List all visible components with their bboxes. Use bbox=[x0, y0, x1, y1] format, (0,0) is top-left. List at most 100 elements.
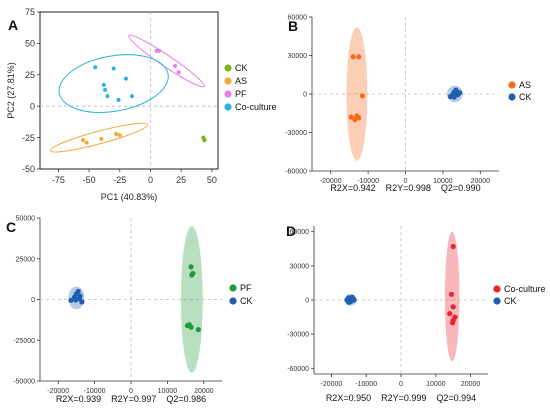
panel-c-x-tick-label: 10000 bbox=[158, 388, 178, 395]
panel-d-point-co-culture bbox=[448, 291, 455, 297]
panel-b-point-ck bbox=[453, 87, 459, 93]
panel-d: D -20000 -10000 0 10000 20000 60000 30000 0 -3000… bbox=[286, 223, 546, 403]
panel-a-point-as bbox=[99, 136, 104, 141]
panel-c-x-tick-label: -10000 bbox=[84, 388, 106, 395]
panel-b-y-tick-label: 60000 bbox=[288, 15, 308, 22]
panel-a-point-co-culture bbox=[130, 94, 135, 99]
panel-b-point-as bbox=[356, 54, 362, 60]
panel-a-x-tick-label: -50 bbox=[83, 175, 96, 185]
panel-b-point-as bbox=[359, 93, 366, 99]
panel-c-ellipse-pf bbox=[180, 226, 203, 373]
panel-a-point-as bbox=[80, 138, 85, 143]
panel-c-y-tick-label: 25000 bbox=[16, 256, 36, 263]
panel-c-y-tick-label: 50000 bbox=[16, 216, 36, 223]
panel-a: A -75 -50 -25 0 25 50 75 50 25 0 -25 -50 PC1 (40.83%)… bbox=[6, 7, 277, 202]
panel-a-x-tick-label: -25 bbox=[113, 175, 126, 185]
panel-d-x-tick-label: 0 bbox=[399, 381, 403, 388]
panel-a-point-co-culture bbox=[101, 82, 106, 87]
panel-c-letter: C bbox=[6, 219, 16, 235]
panel-b-y-tick-label: 30000 bbox=[288, 53, 308, 60]
panel-b-y-tick-label: -60000 bbox=[285, 169, 307, 176]
panel-d-y-tick-label: 0 bbox=[305, 298, 309, 305]
panel-b-stats: R2X=0.942 R2Y=0.998 Q2=0.990 bbox=[330, 183, 480, 193]
panel-a-ellipse-pf bbox=[128, 34, 205, 88]
panel-b-letter: B bbox=[288, 18, 298, 34]
panel-b-y-tick-label: 0 bbox=[303, 92, 307, 99]
panel-a-legend-marker bbox=[224, 64, 232, 72]
panel-a-point-as bbox=[84, 140, 89, 145]
panel-d-legend-label: CK bbox=[504, 296, 517, 306]
panel-a-plot-area bbox=[49, 34, 207, 153]
panel-d-point-co-culture bbox=[447, 311, 453, 317]
panel-a-x-tick-label: 25 bbox=[176, 175, 186, 185]
panel-d-x-tick-label: -20000 bbox=[321, 381, 343, 388]
panel-b-x-tick-label: -20000 bbox=[320, 178, 342, 185]
panel-c-legend-label: CK bbox=[240, 296, 253, 306]
panel-c-legend-marker bbox=[229, 284, 237, 292]
panel-b-legend-marker bbox=[508, 93, 516, 101]
panel-b-legend-label: AS bbox=[519, 80, 531, 90]
panel-b-point-as bbox=[356, 115, 362, 121]
panel-a-point-co-culture bbox=[123, 76, 128, 81]
panel-d-y-tick-label: -60000 bbox=[287, 366, 309, 373]
panel-a-x-tick-label: 50 bbox=[207, 175, 217, 185]
panel-a-y-tick-label: 0 bbox=[30, 101, 35, 111]
panel-a-y-tick-label: 50 bbox=[25, 39, 35, 49]
panel-a-x-tick-label: 0 bbox=[148, 175, 153, 185]
panel-a-point-ck bbox=[202, 138, 207, 143]
panel-d-plot-area bbox=[344, 231, 460, 362]
panel-a-x-label: PC1 (40.83%) bbox=[101, 192, 158, 202]
panel-d-y-tick-label: 30000 bbox=[290, 263, 310, 270]
panel-c-y-tick-label: 0 bbox=[31, 297, 35, 304]
panel-a-y-tick-label: 75 bbox=[25, 7, 35, 17]
panel-c-point-pf bbox=[189, 272, 195, 278]
panel-a-point-as bbox=[114, 131, 119, 136]
panel-a-point-pf bbox=[176, 70, 181, 75]
panel-a-point-co-culture bbox=[116, 97, 121, 102]
panel-a-y-tick-label: 25 bbox=[25, 70, 35, 80]
panel-c: C -20000 -10000 0 10000 20000 50000 25000 0 -2500… bbox=[6, 216, 253, 405]
panel-c-point-ck bbox=[68, 297, 74, 303]
panel-b-legend-label: CK bbox=[519, 92, 532, 102]
panel-c-x-tick-label: 0 bbox=[129, 388, 133, 395]
panel-a-point-pf bbox=[173, 64, 178, 69]
panel-a-point-co-culture bbox=[105, 94, 110, 99]
panel-b-x-tick-label: 0 bbox=[404, 178, 408, 185]
panel-d-point-co-culture bbox=[450, 243, 456, 250]
panel-d-letter: D bbox=[286, 223, 296, 239]
panel-a-legend-label: PF bbox=[235, 89, 247, 99]
panel-c-x-tick-label: 20000 bbox=[194, 388, 214, 395]
panel-c-point-ck bbox=[76, 296, 82, 302]
panel-c-stats: R2X=0.939 R2Y=0.997 Q2=0.986 bbox=[56, 394, 206, 404]
panel-b-point-as bbox=[350, 54, 356, 60]
panel-d-x-tick-label: 20000 bbox=[461, 381, 481, 388]
panel-a-letter: A bbox=[8, 17, 18, 33]
panel-b-y-tick-label: -30000 bbox=[285, 130, 307, 137]
panel-a-y-tick-label: -25 bbox=[22, 133, 35, 143]
panel-d-x-tick-label: -10000 bbox=[355, 381, 377, 388]
panel-b-x-tick-label: -10000 bbox=[357, 178, 379, 185]
panel-c-legend-label: PF bbox=[240, 283, 252, 293]
panel-a-point-co-culture bbox=[103, 87, 108, 92]
panel-a-point-co-culture bbox=[93, 65, 98, 70]
panel-a-point-pf bbox=[157, 48, 162, 53]
panel-b-x-tick-label: 10000 bbox=[433, 178, 453, 185]
panel-c-point-ck bbox=[75, 288, 81, 294]
panel-d-point-co-culture bbox=[450, 317, 456, 324]
panel-c-y-tick-label: -50000 bbox=[13, 379, 35, 386]
panel-b-point-as bbox=[348, 114, 354, 120]
panel-a-legend-label: Co-culture bbox=[235, 102, 277, 112]
panel-c-point-pf bbox=[186, 322, 192, 328]
panel-d-legend-label: Co-culture bbox=[504, 284, 546, 294]
panel-d-x-tick-label: 10000 bbox=[426, 381, 446, 388]
panel-a-point-as bbox=[117, 133, 122, 138]
panel-c-plot-area bbox=[68, 226, 203, 373]
panel-b-x-tick-label: 20000 bbox=[471, 178, 491, 185]
panel-a-y-tick-label: -50 bbox=[22, 164, 35, 174]
panel-a-point-co-culture bbox=[111, 66, 116, 71]
panel-a-y-label: PC2 (27.81%) bbox=[6, 62, 16, 119]
panel-c-x-tick-label: -20000 bbox=[47, 388, 69, 395]
panel-a-legend-label: AS bbox=[235, 76, 247, 86]
panel-b-point-ck bbox=[451, 94, 457, 100]
